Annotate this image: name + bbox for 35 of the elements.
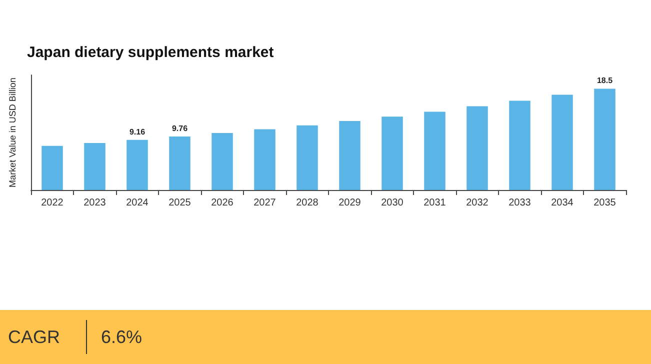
bar bbox=[594, 88, 616, 190]
bar bbox=[466, 106, 488, 190]
bar bbox=[126, 140, 148, 190]
x-tick-label: 2025 bbox=[168, 198, 192, 208]
x-tick-label: 2033 bbox=[508, 198, 532, 208]
bar bbox=[296, 125, 318, 190]
x-tick-label: 2031 bbox=[424, 198, 446, 208]
bar bbox=[169, 136, 190, 190]
x-tick-label: 2026 bbox=[211, 198, 234, 208]
text: 6.6% bbox=[101, 326, 142, 348]
bar bbox=[84, 142, 106, 190]
x-tick-label: 2032 bbox=[466, 198, 489, 208]
x-tick-label: 2030 bbox=[381, 198, 404, 208]
x-tick-label: 2024 bbox=[126, 198, 149, 208]
data-label: 9.76 bbox=[172, 124, 188, 134]
bar bbox=[339, 121, 360, 190]
x-tick-label: 2027 bbox=[254, 198, 276, 208]
data-label: 9.16 bbox=[129, 127, 146, 136]
bar bbox=[42, 146, 63, 190]
bar bbox=[424, 112, 446, 190]
bar bbox=[552, 94, 573, 190]
chart-title: Japan dietary supplements market bbox=[27, 44, 274, 61]
x-tick-label: 2034 bbox=[551, 198, 574, 208]
bar bbox=[254, 129, 276, 190]
x-tick-label: 2028 bbox=[296, 198, 319, 208]
bar bbox=[212, 133, 233, 190]
x-tick-label: 2023 bbox=[84, 198, 106, 208]
data-label: 18.5 bbox=[596, 76, 614, 86]
bar bbox=[382, 116, 403, 190]
bar bbox=[509, 100, 530, 190]
y-axis-title: Market Value in USD Billion bbox=[8, 78, 18, 188]
x-tick-label: 2022 bbox=[41, 198, 64, 208]
x-tick-label: 2029 bbox=[338, 198, 362, 208]
text: CAGR bbox=[8, 326, 60, 348]
x-tick-label: 2035 bbox=[594, 198, 616, 208]
